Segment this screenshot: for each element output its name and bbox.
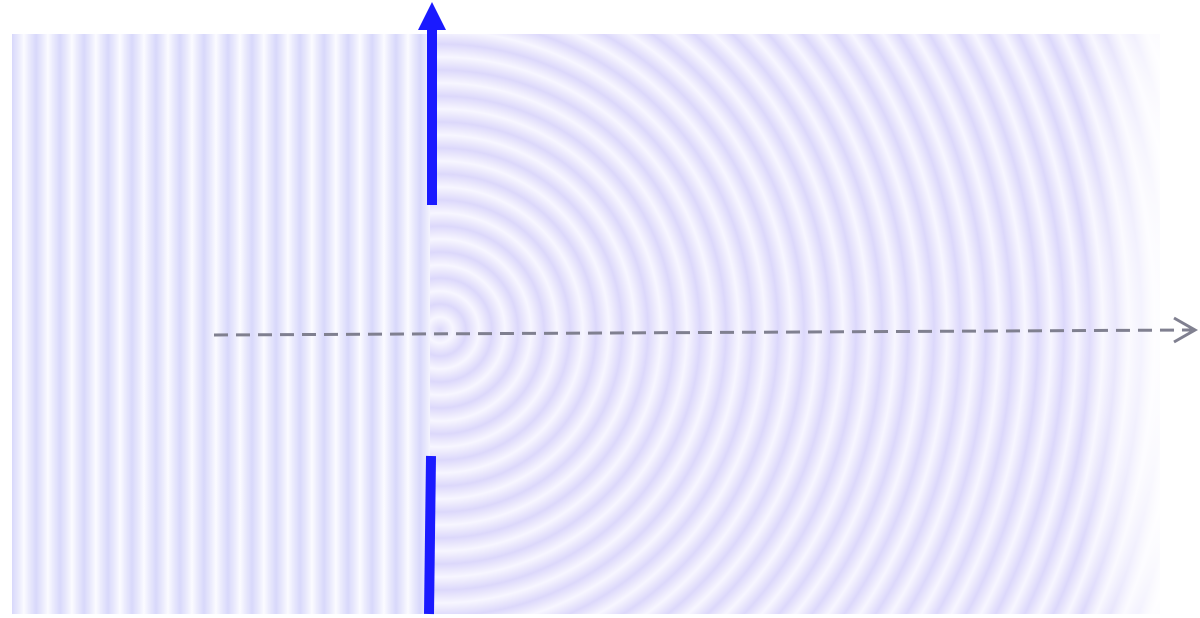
arrow-up-icon (418, 2, 446, 30)
arrow-right-icon (1173, 316, 1199, 344)
wave-fade (430, 34, 1170, 614)
propagation-axis (213, 328, 1193, 337)
barrier-lower (424, 455, 436, 615)
plane-wave-region (12, 34, 430, 614)
